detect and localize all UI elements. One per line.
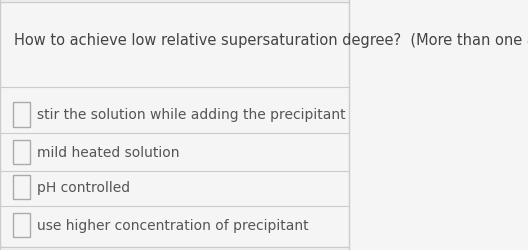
Text: How to achieve low relative supersaturation degree?  (More than one answer): How to achieve low relative supersaturat…	[14, 32, 528, 48]
Text: stir the solution while adding the precipitant: stir the solution while adding the preci…	[36, 108, 345, 122]
FancyBboxPatch shape	[13, 140, 30, 164]
FancyBboxPatch shape	[0, 0, 349, 250]
FancyBboxPatch shape	[13, 176, 30, 200]
Text: mild heated solution: mild heated solution	[36, 146, 179, 160]
FancyBboxPatch shape	[13, 213, 30, 237]
Text: use higher concentration of precipitant: use higher concentration of precipitant	[36, 218, 308, 232]
Text: pH controlled: pH controlled	[36, 180, 130, 194]
FancyBboxPatch shape	[13, 103, 30, 127]
